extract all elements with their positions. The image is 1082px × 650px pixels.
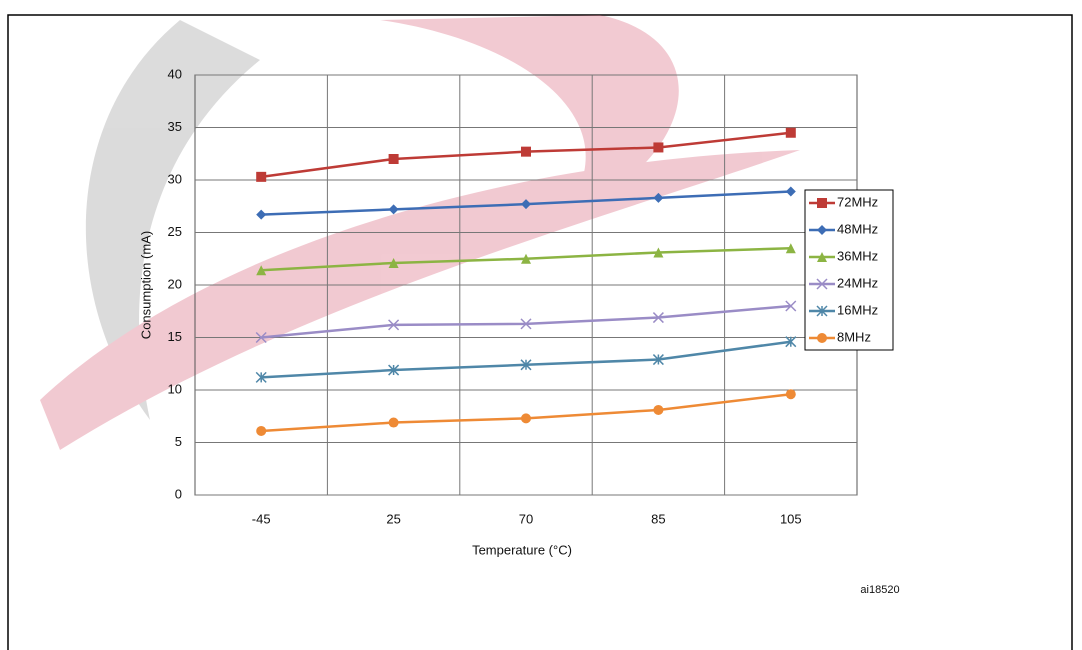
chart: Temperature (°C) Consumption (mA) ai1852… (0, 0, 1082, 650)
marker (521, 413, 531, 423)
x-tick-label: 105 (780, 511, 802, 526)
y-tick-label: 5 (175, 434, 182, 449)
y-tick-label: 10 (168, 381, 182, 396)
y-tick-label: 30 (168, 171, 182, 186)
y-tick-label: 40 (168, 66, 182, 81)
x-axis-title: Temperature (°C) (472, 542, 572, 557)
legend-label: 72MHz (837, 194, 878, 209)
legend-label: 48MHz (837, 221, 878, 236)
y-tick-label: 0 (175, 486, 182, 501)
y-tick-label: 20 (168, 276, 182, 291)
marker (389, 154, 399, 164)
legend-marker (817, 333, 827, 343)
page: Temperature (°C) Consumption (mA) ai1852… (0, 0, 1082, 650)
marker (389, 418, 399, 428)
y-tick-label: 25 (168, 224, 182, 239)
legend-label: 36MHz (837, 248, 878, 263)
marker (786, 128, 796, 138)
marker (256, 426, 266, 436)
legend-box (805, 190, 893, 350)
x-tick-label: 25 (386, 511, 400, 526)
y-axis-title: Consumption (mA) (138, 231, 153, 339)
x-tick-label: 85 (651, 511, 665, 526)
legend-label: 16MHz (837, 302, 878, 317)
legend-label: 8MHz (837, 329, 871, 344)
y-tick-label: 35 (168, 119, 182, 134)
marker (653, 142, 663, 152)
annotation: ai18520 (860, 584, 899, 596)
y-tick-label: 15 (168, 329, 182, 344)
marker (786, 389, 796, 399)
x-tick-label: -45 (252, 511, 271, 526)
legend-marker (817, 198, 827, 208)
marker (256, 172, 266, 182)
marker (521, 147, 531, 157)
marker (653, 405, 663, 415)
legend-label: 24MHz (837, 275, 878, 290)
x-tick-label: 70 (519, 511, 533, 526)
